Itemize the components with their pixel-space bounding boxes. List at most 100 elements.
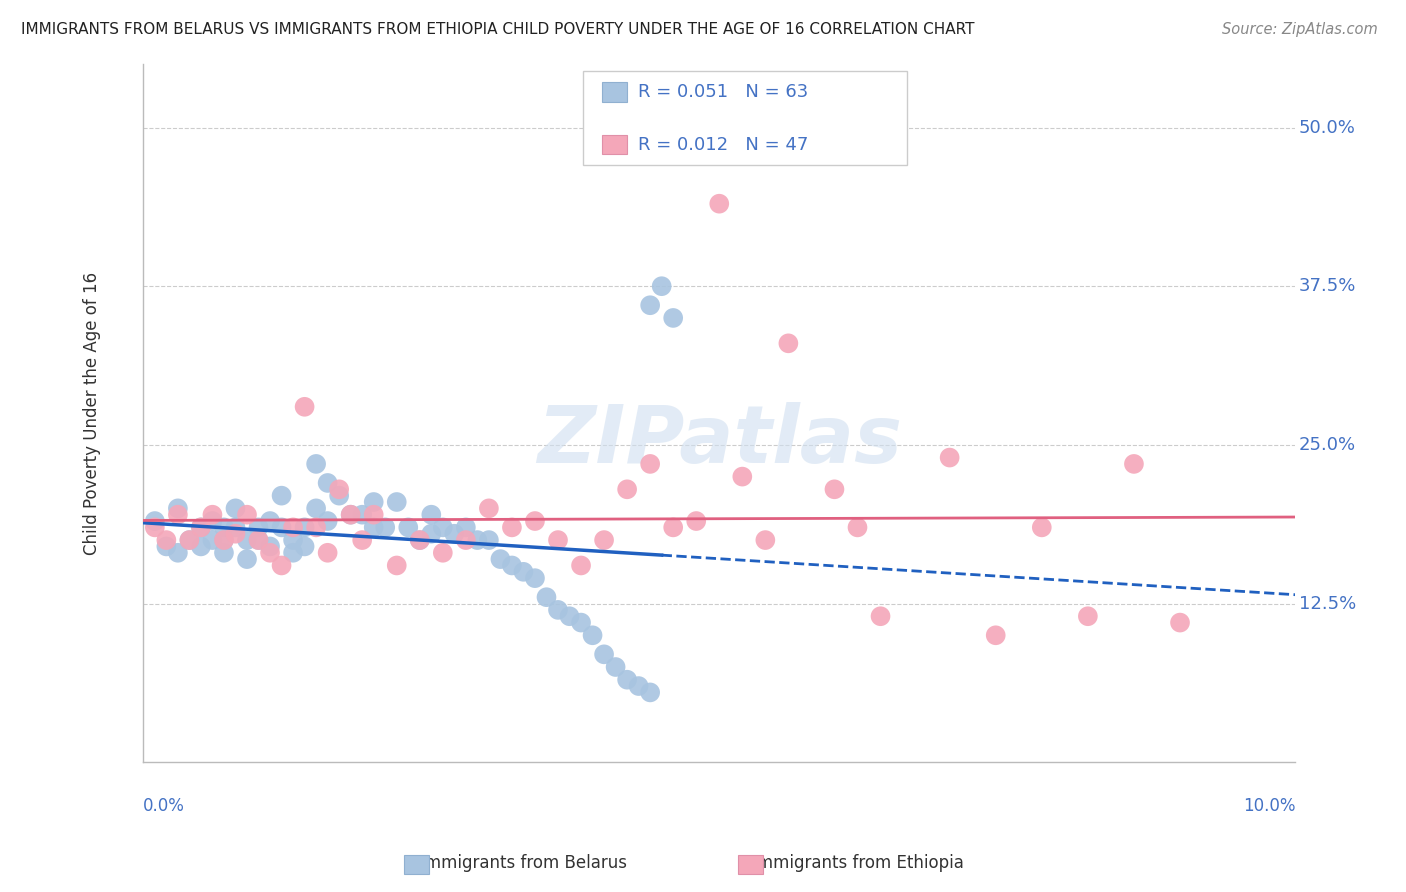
Point	[467, 533, 489, 547]
Point	[305, 520, 328, 534]
Point	[1168, 615, 1191, 630]
Point	[501, 520, 523, 534]
Point	[754, 533, 776, 547]
Point	[212, 546, 235, 560]
Point	[396, 520, 419, 534]
Point	[236, 552, 259, 566]
Point	[616, 673, 638, 687]
Point	[143, 520, 166, 534]
Point	[179, 533, 201, 547]
Point	[224, 501, 246, 516]
Text: ZIPatlas: ZIPatlas	[537, 402, 901, 480]
Point	[190, 520, 212, 534]
Point	[328, 483, 350, 497]
Point	[316, 546, 339, 560]
Point	[731, 469, 754, 483]
Text: 37.5%: 37.5%	[1299, 277, 1355, 295]
Point	[823, 483, 845, 497]
Point	[352, 508, 374, 522]
Point	[363, 508, 385, 522]
Point	[328, 489, 350, 503]
Point	[339, 508, 361, 522]
Point	[638, 685, 661, 699]
Point	[1031, 520, 1053, 534]
Point	[523, 514, 546, 528]
Point	[581, 628, 603, 642]
Point	[478, 533, 501, 547]
Point	[409, 533, 432, 547]
Point	[294, 520, 316, 534]
Point	[547, 533, 569, 547]
Point	[627, 679, 650, 693]
Point	[432, 520, 454, 534]
Point	[270, 489, 292, 503]
Point	[385, 495, 408, 509]
Point	[593, 648, 616, 662]
Point	[651, 279, 673, 293]
Point	[616, 483, 638, 497]
Point	[523, 571, 546, 585]
Text: 0.0%: 0.0%	[143, 797, 186, 815]
Point	[569, 558, 592, 573]
Point	[432, 546, 454, 560]
Point	[179, 533, 201, 547]
Point	[605, 660, 627, 674]
Point	[501, 558, 523, 573]
Point	[339, 508, 361, 522]
Point	[316, 514, 339, 528]
Point	[236, 533, 259, 547]
Point	[443, 526, 465, 541]
Point	[409, 533, 432, 547]
Point	[201, 533, 224, 547]
Point	[385, 558, 408, 573]
Point	[270, 520, 292, 534]
Point	[709, 196, 731, 211]
Point	[305, 457, 328, 471]
Point	[247, 520, 270, 534]
Point	[984, 628, 1007, 642]
Text: Immigrants from Ethiopia: Immigrants from Ethiopia	[752, 855, 963, 872]
Point	[259, 514, 281, 528]
Point	[778, 336, 800, 351]
Point	[247, 533, 270, 547]
Point	[224, 526, 246, 541]
Point	[212, 533, 235, 547]
Text: Immigrants from Belarus: Immigrants from Belarus	[420, 855, 627, 872]
Point	[155, 533, 177, 547]
Point	[247, 533, 270, 547]
Text: R = 0.012   N = 47: R = 0.012 N = 47	[638, 136, 808, 153]
Point	[236, 508, 259, 522]
Point	[662, 520, 685, 534]
Text: R = 0.051   N = 63: R = 0.051 N = 63	[638, 83, 808, 101]
Point	[454, 533, 477, 547]
Point	[212, 533, 235, 547]
Point	[478, 501, 501, 516]
Point	[869, 609, 891, 624]
Point	[143, 514, 166, 528]
Point	[212, 520, 235, 534]
Text: 10.0%: 10.0%	[1243, 797, 1295, 815]
Point	[190, 520, 212, 534]
Text: Child Poverty Under the Age of 16: Child Poverty Under the Age of 16	[83, 271, 100, 555]
Point	[569, 615, 592, 630]
Point	[1123, 457, 1146, 471]
Point	[316, 475, 339, 490]
Text: 25.0%: 25.0%	[1299, 436, 1355, 454]
Point	[558, 609, 581, 624]
Point	[294, 400, 316, 414]
Point	[512, 565, 534, 579]
Point	[259, 546, 281, 560]
Point	[281, 533, 304, 547]
Point	[281, 520, 304, 534]
Point	[454, 520, 477, 534]
Point	[1077, 609, 1099, 624]
Point	[846, 520, 869, 534]
Point	[374, 520, 396, 534]
Point	[638, 298, 661, 312]
Text: Source: ZipAtlas.com: Source: ZipAtlas.com	[1222, 22, 1378, 37]
Point	[190, 540, 212, 554]
Point	[270, 558, 292, 573]
Point	[420, 508, 443, 522]
Point	[259, 540, 281, 554]
Point	[662, 310, 685, 325]
